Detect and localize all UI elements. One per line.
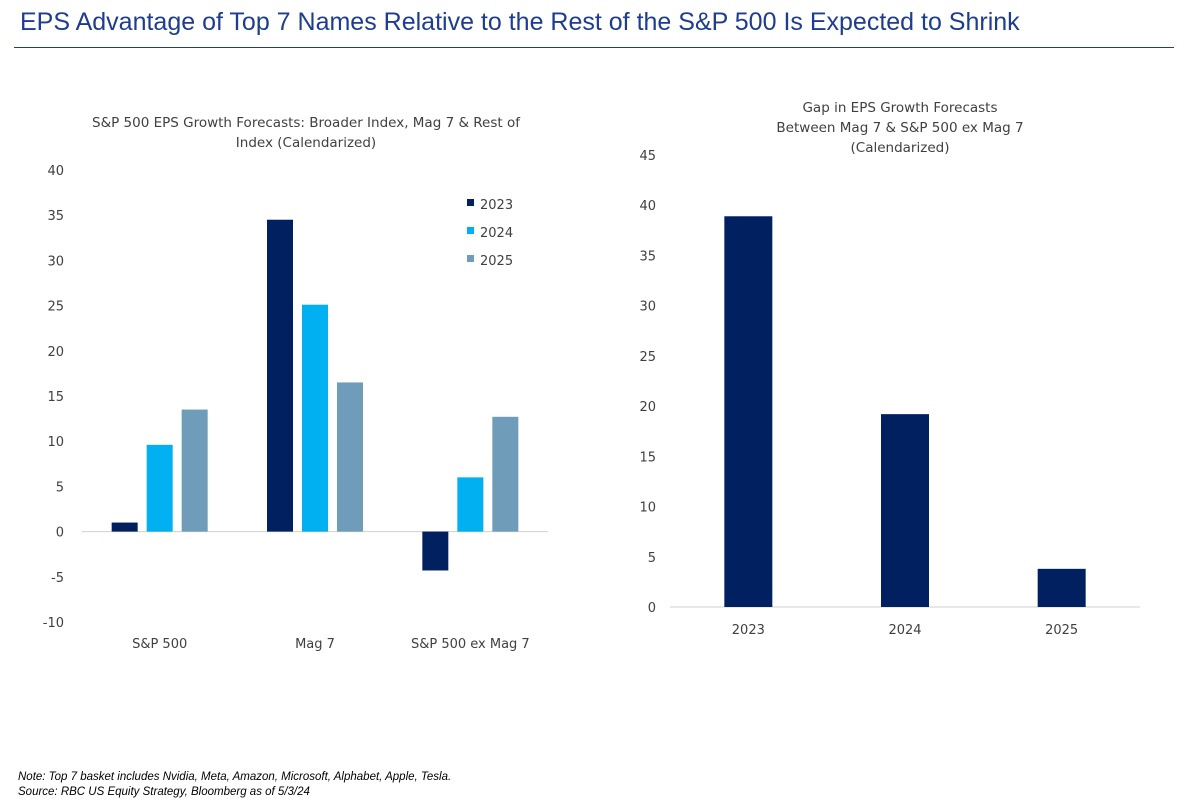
y-tick-label: 0 xyxy=(56,526,64,541)
legend-swatch-2024 xyxy=(467,227,474,234)
bar-2024 xyxy=(146,444,173,532)
y-tick-label: 40 xyxy=(47,164,64,179)
y-tick-label: -10 xyxy=(43,616,64,631)
y-tick-label: 5 xyxy=(648,551,656,566)
y-tick-label: 10 xyxy=(639,501,656,516)
footnotes: Note: Top 7 basket includes Nvidia, Meta… xyxy=(18,770,451,800)
bar-gap-2025 xyxy=(1037,568,1086,607)
page-title: EPS Advantage of Top 7 Names Relative to… xyxy=(20,8,1020,36)
y-tick-label: 30 xyxy=(47,254,64,269)
title-rule xyxy=(14,47,1174,48)
chart-title-line: Gap in EPS Growth Forecasts xyxy=(802,100,997,116)
y-tick-label: 40 xyxy=(639,199,656,214)
y-tick-label: 0 xyxy=(648,601,656,616)
y-tick-label: 5 xyxy=(56,480,64,495)
y-tick-label: 35 xyxy=(639,249,656,264)
bar-2025 xyxy=(181,409,208,532)
x-category-label: S&P 500 ex Mag 7 xyxy=(411,637,530,652)
bar-2023 xyxy=(111,522,138,532)
legend-label: 2024 xyxy=(480,226,513,241)
y-tick-label: 35 xyxy=(47,209,64,224)
y-tick-label: 20 xyxy=(47,345,64,360)
y-tick-label: 15 xyxy=(639,450,656,465)
x-category-label: 2025 xyxy=(1045,623,1078,638)
y-tick-label: 25 xyxy=(47,300,64,315)
eps-growth-forecasts-chart: S&P 500 EPS Growth Forecasts: Broader In… xyxy=(43,115,548,652)
chart-title-line: Between Mag 7 & S&P 500 ex Mag 7 xyxy=(776,120,1023,136)
footnote-source: Source: RBC US Equity Strategy, Bloomber… xyxy=(18,786,310,798)
legend-swatch-2023 xyxy=(467,199,474,206)
legend-label: 2025 xyxy=(480,254,513,269)
chart-title-line: S&P 500 EPS Growth Forecasts: Broader In… xyxy=(92,115,521,131)
legend-swatch-2025 xyxy=(467,255,474,262)
y-tick-label: 15 xyxy=(47,390,64,405)
x-category-label: 2023 xyxy=(732,623,765,638)
bar-gap-2023 xyxy=(724,216,773,607)
x-category-label: Mag 7 xyxy=(295,637,335,652)
eps-gap-chart: Gap in EPS Growth Forecasts Between Mag 7… xyxy=(639,100,1140,638)
legend-label: 2023 xyxy=(480,198,513,213)
bar-2024 xyxy=(302,304,328,532)
y-tick-label: 25 xyxy=(639,350,656,365)
x-category-label: S&P 500 xyxy=(132,637,187,652)
bar-2025 xyxy=(492,416,519,532)
y-tick-label: 10 xyxy=(47,435,64,450)
chart-title-line: (Calendarized) xyxy=(851,140,950,156)
x-category-label: 2024 xyxy=(888,623,921,638)
bar-2023 xyxy=(422,531,449,571)
footnote-note: Note: Top 7 basket includes Nvidia, Meta… xyxy=(18,771,452,783)
bar-2024 xyxy=(457,477,484,532)
y-tick-label: 45 xyxy=(639,149,656,164)
y-tick-label: 30 xyxy=(639,300,656,315)
bar-2023 xyxy=(267,219,293,532)
chart-title-line: Index (Calendarized) xyxy=(236,135,376,151)
bar-2025 xyxy=(337,382,363,532)
bar-gap-2024 xyxy=(881,414,929,607)
y-tick-label: -5 xyxy=(51,571,64,586)
y-tick-label: 20 xyxy=(639,400,656,415)
